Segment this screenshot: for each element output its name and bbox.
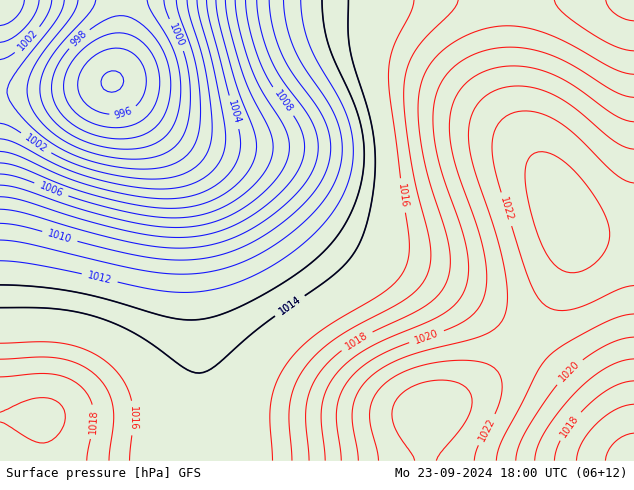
Text: 1022: 1022 [498, 196, 515, 222]
Text: 1022: 1022 [477, 416, 496, 443]
Text: 1016: 1016 [396, 183, 410, 208]
Text: 1012: 1012 [86, 270, 113, 286]
Text: 998: 998 [69, 29, 89, 49]
Text: 1018: 1018 [88, 409, 100, 435]
Text: 1018: 1018 [344, 330, 370, 351]
Text: 1020: 1020 [557, 359, 581, 384]
Text: 1020: 1020 [413, 328, 440, 345]
Text: 1016: 1016 [128, 406, 138, 430]
Text: Surface pressure [hPa] GFS: Surface pressure [hPa] GFS [6, 467, 202, 480]
Text: 1008: 1008 [272, 89, 294, 114]
Text: 996: 996 [113, 105, 134, 121]
Text: 1002: 1002 [23, 132, 49, 154]
Text: 1014: 1014 [277, 294, 302, 317]
Text: Mo 23-09-2024 18:00 UTC (06+12): Mo 23-09-2024 18:00 UTC (06+12) [395, 467, 628, 480]
Text: 1004: 1004 [226, 99, 242, 125]
Text: 1006: 1006 [38, 180, 65, 199]
Text: 1002: 1002 [16, 28, 40, 53]
Text: 1000: 1000 [167, 22, 186, 48]
Text: 1014: 1014 [277, 294, 302, 317]
Text: 1018: 1018 [559, 413, 581, 439]
Text: 1010: 1010 [47, 228, 73, 245]
